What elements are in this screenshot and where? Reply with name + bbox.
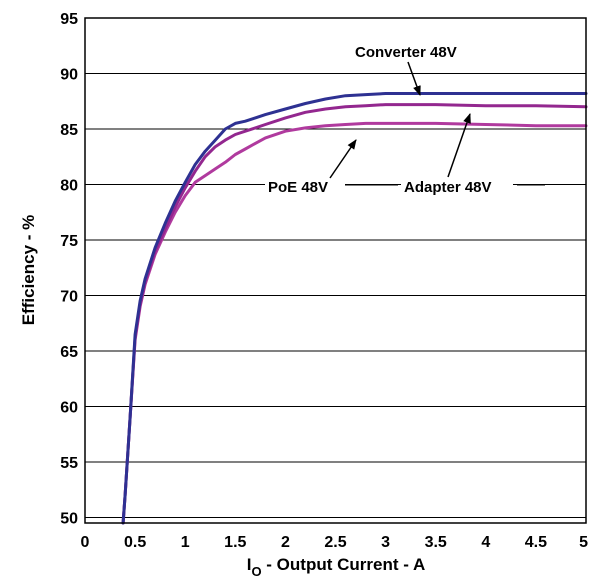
- x-tick-label: 0.5: [124, 534, 146, 551]
- y-tick-label: 95: [60, 11, 78, 28]
- annotation-background: [265, 178, 345, 198]
- x-tick-label: 5: [579, 534, 588, 551]
- x-axis-label: IO - Output Current - A: [247, 555, 426, 579]
- series-lines: [121, 92, 588, 525]
- plot-area: [85, 18, 586, 523]
- x-tick-label: 3.5: [425, 534, 447, 551]
- annotation-background: [352, 43, 497, 63]
- x-tick-label: 1.5: [224, 534, 246, 551]
- y-tick-label: 70: [60, 288, 78, 305]
- y-tick-label: 85: [60, 122, 78, 139]
- annotation-arrow: [407, 61, 421, 96]
- annotation-arrow: [447, 113, 471, 178]
- x-tick-labels: 0 0.5 1 1.5 2 2.5 3 3.5 4 4.5 5: [81, 534, 589, 551]
- x-tick-label: 2.5: [324, 534, 346, 551]
- x-tick-label: 3: [381, 534, 390, 551]
- annotation-arrow: [329, 139, 357, 179]
- x-tick-label: 4.5: [525, 534, 547, 551]
- x-tick-label: 0: [81, 534, 90, 551]
- y-tick-label: 50: [60, 510, 78, 527]
- y-tick-label: 65: [60, 344, 78, 361]
- y-tick-labels: 50 55 60 65 70 75 80 85 90 95: [60, 11, 78, 527]
- annotation-label: Adapter 48V: [404, 179, 492, 196]
- x-tick-label: 4: [481, 534, 490, 551]
- annotations: Converter 48V PoE 48V Adapter 48V: [265, 43, 545, 198]
- annotation-label: Converter 48V: [355, 44, 457, 61]
- series-line-converter-48v: [121, 92, 588, 525]
- annotation-label: PoE 48V: [268, 179, 328, 196]
- y-tick-label: 75: [60, 233, 78, 250]
- x-tick-label: 1: [181, 534, 190, 551]
- annotation-background: [401, 178, 513, 198]
- y-tick-label: 60: [60, 399, 78, 416]
- x-tick-label: 2: [281, 534, 290, 551]
- y-tick-label: 80: [60, 177, 78, 194]
- y-tick-label: 90: [60, 66, 78, 83]
- plot-frame: [84, 17, 587, 524]
- y-axis-label: Efficiency - %: [19, 215, 38, 326]
- y-tick-label: 55: [60, 455, 78, 472]
